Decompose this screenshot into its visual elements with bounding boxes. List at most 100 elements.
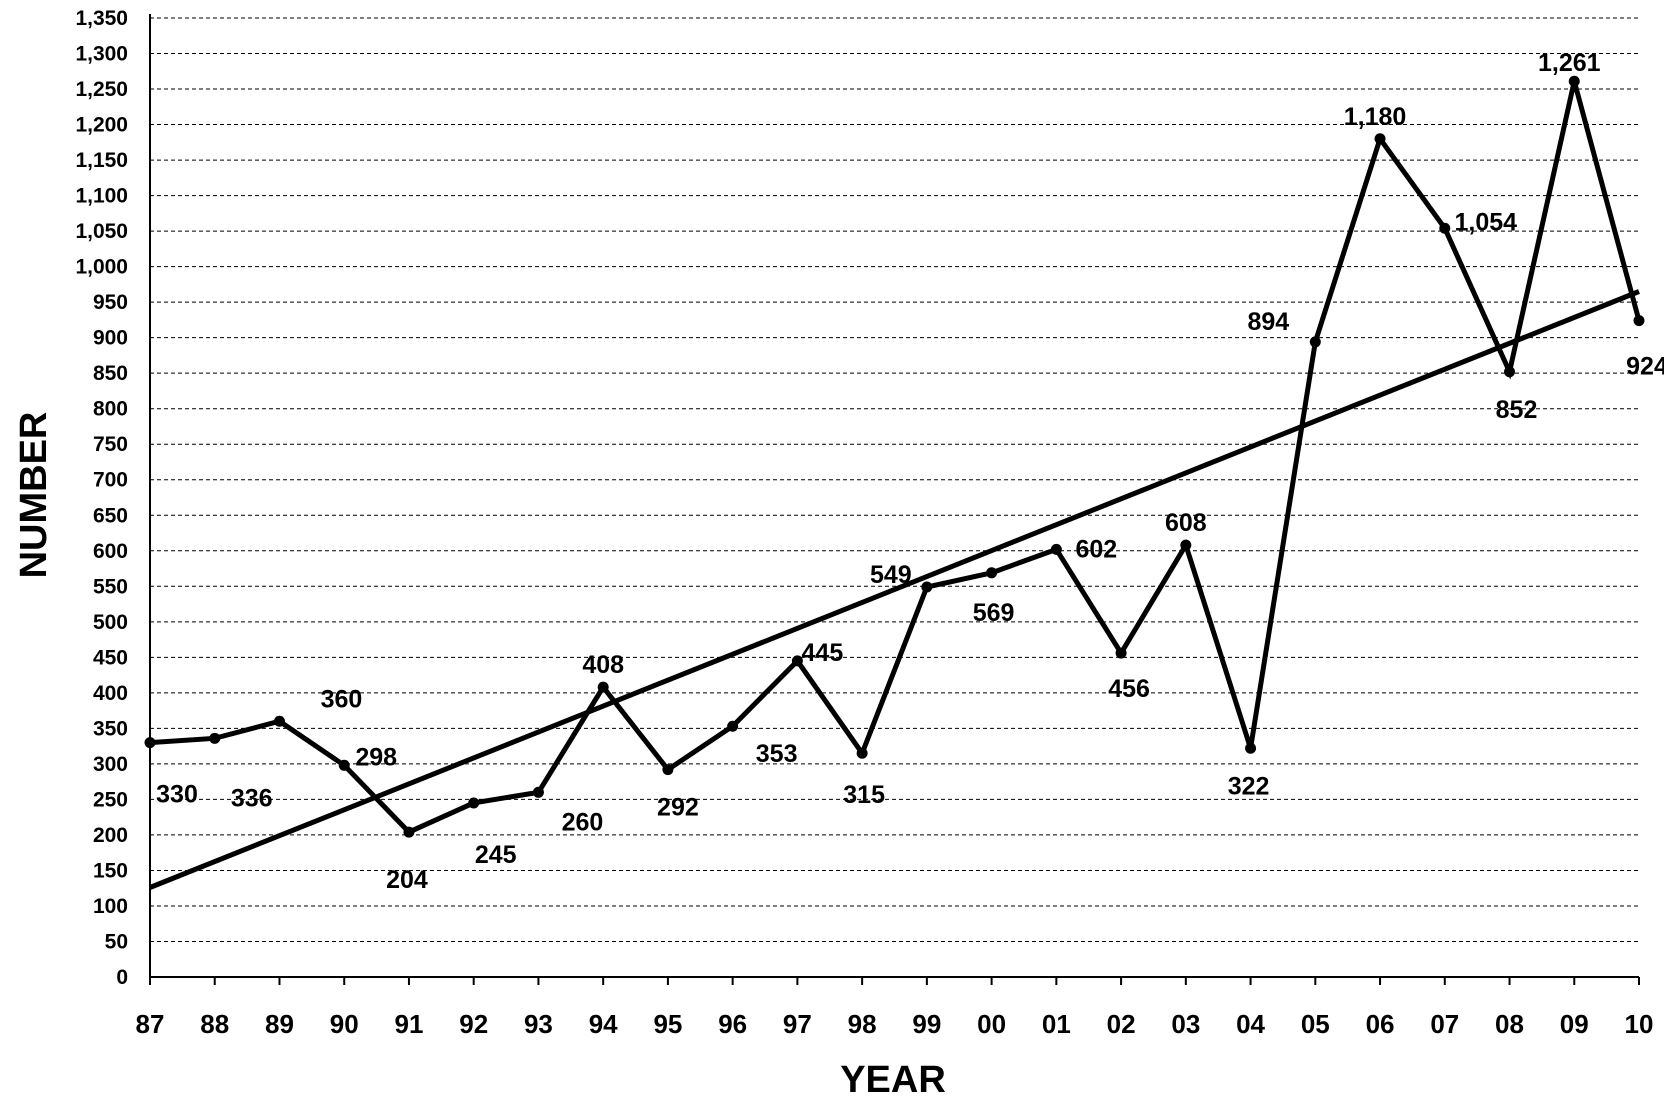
data-point (273, 715, 285, 727)
data-label: 549 (870, 561, 912, 589)
x-tick-label: 06 (1366, 1009, 1395, 1039)
data-point (791, 655, 803, 667)
data-point (1439, 222, 1451, 234)
y-tick-labels: 0 50 100 150 200 250 300 350 400 450 500 550 600 650 7… (75, 7, 128, 989)
y-tick-label: 50 (105, 930, 128, 953)
y-tick-label: 300 (93, 753, 128, 776)
y-tick-label: 0 (116, 966, 128, 989)
data-label: 336 (231, 784, 273, 812)
data-label: 245 (475, 841, 517, 869)
x-tick-label: 89 (265, 1009, 294, 1039)
y-tick-label: 750 (93, 433, 128, 456)
x-tick-label: 88 (200, 1009, 229, 1039)
data-point (532, 786, 544, 798)
data-point (921, 581, 933, 593)
y-tick-label: 250 (93, 788, 128, 811)
x-tick-label: 07 (1430, 1009, 1459, 1039)
y-tick-label: 1,150 (75, 149, 128, 172)
data-label: 204 (386, 866, 428, 894)
y-tick-label: 350 (93, 717, 128, 740)
data-label: 1,180 (1344, 103, 1407, 131)
y-tick-label: 500 (93, 611, 128, 634)
x-tick-label: 09 (1560, 1009, 1589, 1039)
y-tick-label: 1,000 (75, 256, 128, 279)
data-point (1245, 742, 1257, 754)
data-point (403, 826, 415, 838)
x-tick-label: 92 (459, 1009, 488, 1039)
y-tick-label: 850 (93, 362, 128, 385)
grid-lines (150, 17, 1639, 942)
data-label: 353 (756, 740, 798, 768)
x-tick-label: 95 (653, 1009, 682, 1039)
y-tick-label: 150 (93, 859, 128, 882)
x-tick-label: 03 (1171, 1009, 1200, 1039)
y-tick-label: 800 (93, 398, 128, 421)
data-point (986, 567, 998, 579)
x-tick-label: 93 (524, 1009, 553, 1039)
x-tick-label: 96 (718, 1009, 747, 1039)
y-tick-label: 700 (93, 469, 128, 492)
data-label: 924 (1626, 353, 1664, 381)
x-tick-label: 10 (1625, 1009, 1654, 1039)
data-point (144, 737, 156, 749)
data-label: 608 (1165, 509, 1207, 537)
data-label: 298 (355, 743, 397, 771)
series-group (144, 75, 1645, 838)
data-point (1374, 133, 1386, 145)
trendline (149, 289, 1640, 890)
x-tick-label: 90 (330, 1009, 359, 1039)
x-tick-label: 99 (912, 1009, 941, 1039)
y-tick-label: 1,300 (75, 43, 128, 66)
y-tick-label: 450 (93, 646, 128, 669)
data-label: 360 (321, 685, 363, 713)
x-tick-label: 05 (1301, 1009, 1330, 1039)
data-point (209, 732, 221, 744)
x-tick-label: 87 (136, 1009, 165, 1039)
data-point (468, 797, 480, 809)
y-tick-label: 600 (93, 540, 128, 563)
data-label: 445 (802, 639, 844, 667)
data-point (597, 681, 609, 693)
y-tick-label: 950 (93, 291, 128, 314)
y-tick-label: 1,100 (75, 185, 128, 208)
axes (149, 14, 1640, 985)
data-point (1309, 336, 1321, 348)
data-label: 260 (562, 808, 604, 836)
y-tick-label: 1,350 (75, 7, 128, 30)
data-point (1568, 75, 1580, 87)
y-tick-label: 200 (93, 824, 128, 847)
data-point (1115, 647, 1127, 659)
data-point (1050, 543, 1062, 555)
x-tick-label: 94 (589, 1009, 618, 1039)
data-label: 315 (843, 781, 885, 809)
y-tick-label: 1,250 (75, 78, 128, 101)
data-labels: 330 336 360 298 204 245 260 408 292 353 445 315 549 5… (156, 49, 1664, 894)
y-tick-label: 400 (93, 682, 128, 705)
data-label: 456 (1108, 675, 1150, 703)
x-axis-title: YEAR (840, 1059, 946, 1097)
y-tick-label: 1,200 (75, 114, 128, 137)
x-tick-label: 98 (848, 1009, 877, 1039)
data-label: 408 (582, 651, 624, 679)
data-point (856, 747, 868, 759)
data-label: 330 (156, 781, 198, 809)
x-tick-labels: 87 88 89 90 91 92 93 94 95 96 97 98 99 00 01 02 03 04 05 06… (136, 1009, 1654, 1039)
x-tick-label: 08 (1495, 1009, 1524, 1039)
data-point (727, 720, 739, 732)
data-label: 1,054 (1455, 208, 1518, 236)
data-label: 852 (1496, 396, 1538, 424)
data-label: 602 (1075, 535, 1117, 563)
x-tick-label: 00 (977, 1009, 1006, 1039)
data-point (1633, 315, 1645, 327)
x-tick-label: 01 (1042, 1009, 1071, 1039)
trendline-group (149, 289, 1640, 890)
data-label: 569 (973, 599, 1015, 627)
x-tick-label: 91 (394, 1009, 423, 1039)
data-point (1180, 539, 1192, 551)
data-label: 1,261 (1538, 49, 1601, 77)
x-tick-label: 02 (1107, 1009, 1136, 1039)
series-line (149, 80, 1642, 836)
data-label: 292 (657, 794, 699, 822)
y-tick-label: 1,050 (75, 220, 128, 243)
y-tick-label: 100 (93, 895, 128, 918)
